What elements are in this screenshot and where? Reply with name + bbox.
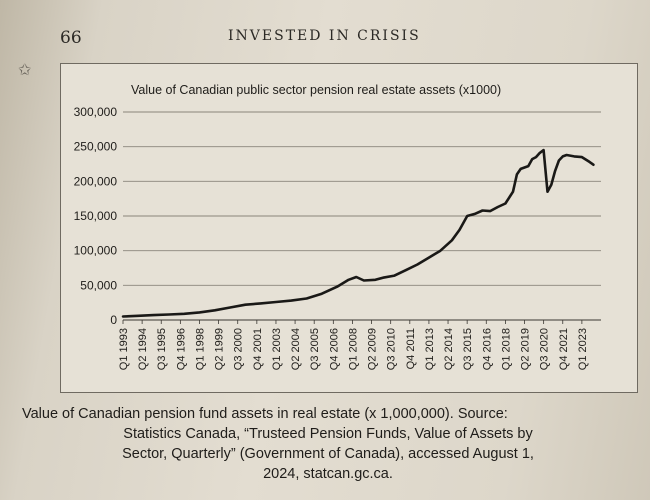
y-tick-label: 150,000: [74, 209, 118, 223]
caption-line-1: Value of Canadian pension fund assets in…: [22, 406, 508, 422]
x-tick-label: Q3 2015: [462, 328, 474, 370]
x-tick-label: Q3 2010: [386, 328, 398, 370]
x-tick-label: Q1 2023: [577, 328, 589, 370]
x-tick-label: Q4 1996: [175, 328, 187, 370]
x-tick-label: Q2 1999: [214, 328, 226, 370]
series-line: [121, 148, 595, 318]
caption-line-2: Statistics Canada, “Trusteed Pension Fun…: [123, 426, 533, 442]
caption-line-3: Sector, Quarterly” (Government of Canada…: [122, 446, 534, 462]
x-tick-label: Q4 2006: [328, 328, 340, 370]
x-tick-label: Q1 1993: [118, 328, 130, 370]
x-tick-label: Q4 2021: [558, 328, 570, 370]
x-tick-label: Q4 2001: [252, 328, 264, 370]
grid-lines: [123, 111, 601, 321]
x-tick-label: Q3 2020: [539, 328, 551, 370]
x-tick-label: Q1 2013: [424, 328, 436, 370]
x-tick-label: Q3 2000: [233, 328, 245, 370]
x-tick-label: Q1 2008: [347, 328, 359, 370]
x-axis-ticks: Q1 1993 Q2 1994 Q3 1995 Q4 1996 Q1 1998 Q2 19…: [118, 320, 589, 370]
x-tick-label: Q2 1994: [137, 328, 149, 370]
x-tick-label: Q2 2009: [367, 328, 379, 370]
series-layer: [121, 148, 595, 318]
chart-frame: Value of Canadian public sector pension …: [60, 63, 638, 393]
running-head: INVESTED IN CRISIS: [228, 28, 421, 44]
y-tick-label: 250,000: [74, 140, 118, 154]
y-axis-ticks: 0 50,000 100,000 150,000 200,000 250,000 300,0…: [74, 105, 118, 327]
margin-star-icon: ✩: [18, 60, 32, 79]
y-tick-label: 0: [110, 313, 117, 327]
x-tick-label: Q2 2004: [290, 328, 302, 370]
x-tick-label: Q1 1998: [194, 328, 206, 370]
x-tick-label: Q4 2016: [481, 328, 493, 370]
page-number: 66: [60, 28, 82, 48]
x-tick-label: Q2 2019: [520, 328, 532, 370]
x-tick-label: Q3 2005: [309, 328, 321, 370]
x-tick-label: Q1 2018: [500, 328, 512, 370]
line-chart: Value of Canadian public sector pension …: [74, 83, 601, 370]
chart-title: Value of Canadian public sector pension …: [131, 83, 501, 97]
y-tick-label: 50,000: [80, 278, 117, 292]
y-tick-label: 200,000: [74, 174, 118, 188]
x-tick-label: Q4 2011: [405, 328, 417, 369]
y-tick-label: 300,000: [74, 105, 118, 119]
x-tick-label: Q2 2014: [443, 328, 455, 370]
caption-line-4: 2024, statcan.gc.ca.: [263, 466, 393, 482]
figure-caption: Value of Canadian pension fund assets in…: [22, 404, 634, 484]
x-tick-label: Q1 2003: [271, 328, 283, 370]
x-tick-label: Q3 1995: [156, 328, 168, 370]
y-tick-label: 100,000: [74, 244, 118, 258]
